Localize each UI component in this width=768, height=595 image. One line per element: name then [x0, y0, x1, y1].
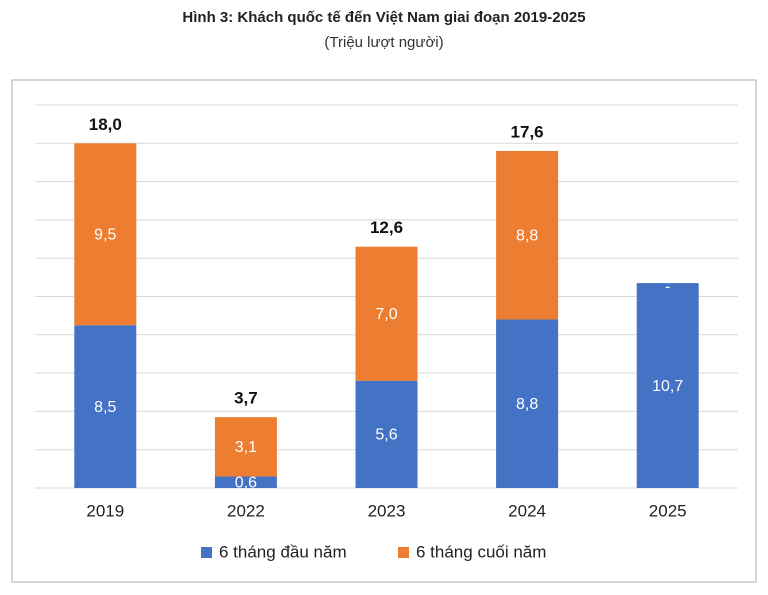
bar-segment [214, 476, 277, 488]
value-label: 8,5 [94, 399, 116, 416]
total-label: 18,0 [89, 115, 122, 134]
x-tick-label: 2024 [508, 501, 546, 520]
value-label: 10,7 [652, 378, 683, 395]
value-label: 9,5 [94, 226, 116, 243]
total-label: 12,6 [370, 218, 403, 237]
value-label: 0,6 [235, 474, 257, 491]
bar-segment [496, 150, 559, 320]
value-label: - [665, 278, 670, 295]
bar-segment [355, 246, 418, 381]
x-tick-label: 2019 [86, 501, 124, 520]
chart-title: Hình 3: Khách quốc tế đến Việt Nam giai … [182, 9, 585, 26]
bar-segment [355, 380, 418, 488]
value-label: 8,8 [516, 227, 538, 244]
legend-swatch [398, 547, 409, 558]
x-tick-label: 2022 [227, 501, 265, 520]
bar-segment [636, 283, 699, 488]
x-tick-label: 2023 [368, 501, 406, 520]
chart-subtitle: (Triệu lượt người) [324, 34, 443, 51]
value-label: 3,1 [235, 439, 257, 456]
x-tick-label: 2025 [649, 501, 687, 520]
value-label: 7,0 [375, 306, 397, 323]
bar-segment [214, 417, 277, 477]
bar-segment [496, 319, 559, 488]
legend-label: 6 tháng cuối năm [416, 542, 546, 561]
total-label: 17,6 [511, 122, 544, 141]
total-label: 3,7 [234, 389, 258, 408]
value-label: 5,6 [375, 427, 397, 444]
value-label: 8,8 [516, 396, 538, 413]
legend-swatch [201, 547, 212, 558]
bar-segment [74, 325, 137, 488]
bar-segment [74, 143, 137, 326]
chart-frame [11, 79, 757, 583]
legend-label: 6 tháng đầu năm [219, 542, 347, 561]
